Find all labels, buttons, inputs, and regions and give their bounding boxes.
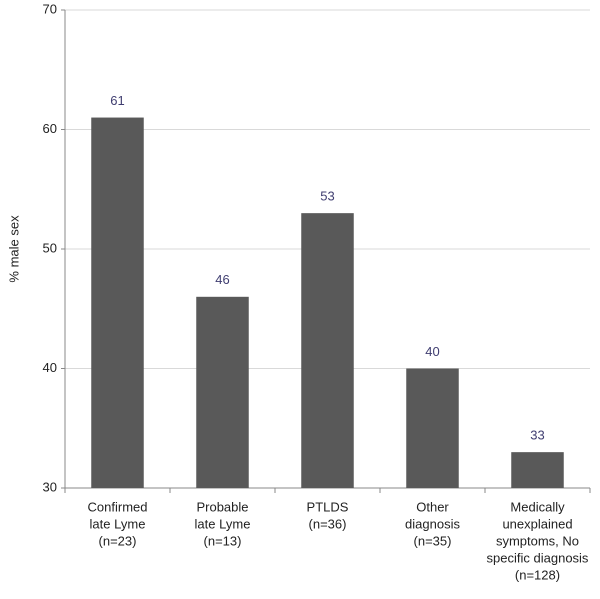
bar [91,117,144,489]
value-label: 46 [215,272,229,287]
value-label: 53 [320,189,334,204]
x-tick-label: (n=35) [414,533,452,548]
x-tick-label: (n=36) [309,516,347,531]
x-tick-label: Medically [510,499,565,514]
x-tick-label: symptoms, No [496,533,579,548]
value-label: 33 [530,428,544,443]
x-tick-label: Other [416,499,449,514]
x-tick-label: diagnosis [405,516,460,531]
y-tick-label: 40 [43,360,57,375]
value-label: 40 [425,344,439,359]
bar [301,213,354,488]
y-tick-label: 70 [43,1,57,16]
x-tick-label: late Lyme [195,516,251,531]
x-tick-label: late Lyme [90,516,146,531]
x-tick-label: Probable [196,499,248,514]
x-tick-label: unexplained [502,516,572,531]
x-tick-label: (n=23) [99,533,137,548]
value-label: 61 [110,93,124,108]
x-tick-label: PTLDS [307,499,349,514]
y-tick-label: 50 [43,240,57,255]
x-tick-label: specific diagnosis [487,550,589,565]
y-tick-label: 30 [43,479,57,494]
y-tick-label: 60 [43,121,57,136]
x-tick-label: (n=13) [204,533,242,548]
y-axis-label: % male sex [6,215,21,283]
x-tick-label: Confirmed [88,499,148,514]
bar [196,296,249,488]
bar [511,452,564,488]
bar [406,368,459,488]
x-tick-label: (n=128) [515,567,560,582]
